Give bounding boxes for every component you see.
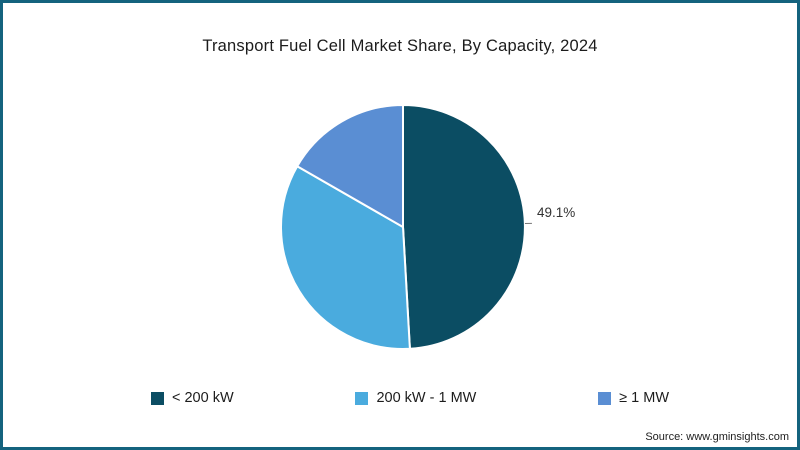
pie-slice: [296, 104, 404, 228]
legend-marker-icon: [355, 391, 369, 405]
legend-item: 200 kW - 1 MW: [355, 390, 476, 406]
legend-marker-icon: [151, 391, 164, 405]
legend-label: 200 kW - 1 MW: [376, 390, 477, 406]
pie-chart: 49.1%: [280, 104, 575, 350]
source-note: Source: www.gminsights.com: [645, 431, 789, 443]
legend-label: < 200 kW: [172, 390, 234, 406]
pie-slice: [402, 104, 526, 350]
legend: < 200 kW 200 kW - 1 MW ≥ 1 MW: [151, 390, 669, 406]
slice-value-label: 49.1%: [537, 205, 575, 220]
chart-title: Transport Fuel Cell Market Share, By Cap…: [202, 37, 598, 55]
legend-item: ≥ 1 MW: [598, 390, 669, 406]
pie-slice: [280, 165, 411, 350]
legend-item: < 200 kW: [151, 390, 234, 406]
legend-label: ≥ 1 MW: [619, 390, 669, 406]
legend-marker-icon: [598, 391, 612, 405]
